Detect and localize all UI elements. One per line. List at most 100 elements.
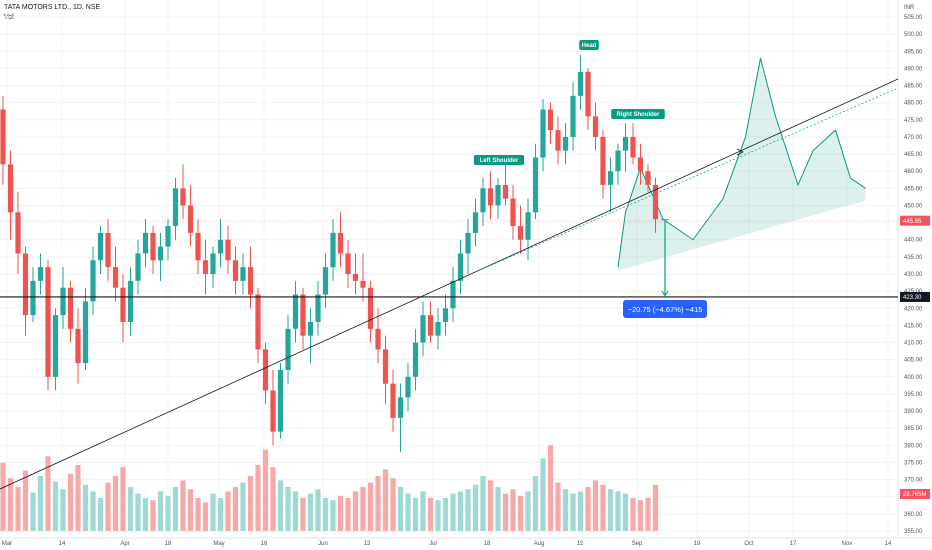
price-tick-label: 415.00 xyxy=(904,323,923,329)
candle-body xyxy=(180,188,186,206)
volume-bar xyxy=(472,484,479,531)
candle-body xyxy=(555,130,561,151)
candle-body xyxy=(307,321,314,336)
candle-body xyxy=(127,280,134,322)
volume-bar xyxy=(540,458,546,531)
volume-bar xyxy=(165,495,171,531)
candle-body xyxy=(465,232,471,254)
price-tick-label: 430.00 xyxy=(904,272,923,278)
time-tick-label: Mar xyxy=(2,541,12,547)
volume-bars xyxy=(0,445,659,531)
time-axis[interactable]: Mar 14 Apr 18 May 16 Jun 13 Jul 18 Aug 12 Sep 19 Oct 17… xyxy=(2,541,892,547)
volume-bar xyxy=(322,498,329,531)
volume-bar xyxy=(105,482,111,531)
candle-body xyxy=(120,287,126,322)
volume-bar xyxy=(135,493,141,531)
volume-bar xyxy=(375,476,381,531)
price-axis[interactable]: 505.00 500.00 495.00 490.00 485.00 480.00 475.… xyxy=(904,5,923,535)
volume-bar xyxy=(97,498,104,531)
price-tick-label: 395.00 xyxy=(904,392,923,398)
time-tick-label: Aug xyxy=(534,541,545,547)
candle-body xyxy=(255,294,261,350)
volume-bar xyxy=(270,467,276,531)
time-tick-label: Jun xyxy=(318,541,328,547)
volume-bar xyxy=(7,478,14,531)
candle-body xyxy=(172,188,179,227)
candle-body xyxy=(487,188,494,206)
candle-body xyxy=(585,71,591,117)
candle-body xyxy=(142,232,149,254)
volume-bar xyxy=(285,487,291,531)
price-tick-label: 455.00 xyxy=(904,186,923,192)
candle-body xyxy=(570,95,576,137)
volume-bar xyxy=(397,487,404,531)
candle-body xyxy=(82,301,89,364)
support-price-tag: 423.30 xyxy=(903,295,922,301)
time-tick-label: Nov xyxy=(842,541,853,547)
candle-body xyxy=(502,184,509,199)
price-tick-label: 500.00 xyxy=(904,32,923,38)
time-tick-label: 14 xyxy=(885,541,892,547)
volume-bar xyxy=(90,491,96,531)
volume-bar xyxy=(45,456,51,531)
volume-bar xyxy=(15,487,21,531)
volume-value-tag: 28.765M xyxy=(903,492,926,498)
candle-body xyxy=(630,136,636,158)
trendline-arrow xyxy=(736,148,744,156)
candle-body xyxy=(622,136,629,151)
price-unit-label: INR xyxy=(904,5,915,11)
volume-bar xyxy=(420,491,426,531)
volume-bar xyxy=(637,500,644,531)
price-tick-label: 385.00 xyxy=(904,426,923,432)
candle-body xyxy=(0,109,6,165)
candle-body xyxy=(202,260,209,274)
candle-body xyxy=(480,188,486,213)
candle-body xyxy=(472,212,479,233)
volume-bar xyxy=(352,491,359,531)
volume-bar xyxy=(547,445,554,531)
pattern-outline xyxy=(617,57,866,268)
volume-bar xyxy=(517,495,524,531)
head-label: Head xyxy=(582,43,597,49)
volume-bar xyxy=(150,500,156,531)
candle-body xyxy=(450,280,456,309)
volume-bar xyxy=(247,476,254,531)
volume-bar xyxy=(525,491,531,531)
volume-bar xyxy=(240,482,246,531)
volume-bar xyxy=(360,487,366,531)
candle-body xyxy=(22,253,29,316)
candle-body xyxy=(600,136,606,185)
measure-arrow-head xyxy=(661,290,669,298)
candle-body xyxy=(292,294,299,329)
candle-body xyxy=(645,171,651,185)
volume-bar xyxy=(607,489,614,531)
candle-body xyxy=(427,315,434,336)
volume-bar xyxy=(262,449,269,531)
candle-body xyxy=(592,116,599,137)
candle-body xyxy=(217,239,224,254)
candle-body xyxy=(390,383,396,418)
price-tick-label: 370.00 xyxy=(904,478,923,484)
candle-body xyxy=(30,280,36,316)
support-price-tag-bg xyxy=(900,291,930,302)
volume-bar xyxy=(67,473,74,531)
pattern-labels: Left Shoulder Head Right Shoulder −20.75 (−… xyxy=(473,40,930,499)
candle-body xyxy=(315,294,321,322)
time-tick-label: 18 xyxy=(484,541,491,547)
measure-box xyxy=(623,300,707,318)
time-tick-label: 13 xyxy=(364,541,371,547)
candle-body xyxy=(97,232,104,261)
volume-bar xyxy=(0,462,6,531)
volume-bar xyxy=(652,484,659,531)
candle-body xyxy=(510,198,516,227)
candle-body xyxy=(15,212,21,254)
candle-body xyxy=(105,232,111,268)
volume-bar xyxy=(217,498,224,531)
candle-body xyxy=(517,226,524,240)
candle-body xyxy=(652,184,659,220)
price-tick-label: 380.00 xyxy=(904,443,923,449)
candle-body xyxy=(262,349,269,391)
time-tick-label: 19 xyxy=(694,541,701,547)
candle-body xyxy=(577,71,584,96)
